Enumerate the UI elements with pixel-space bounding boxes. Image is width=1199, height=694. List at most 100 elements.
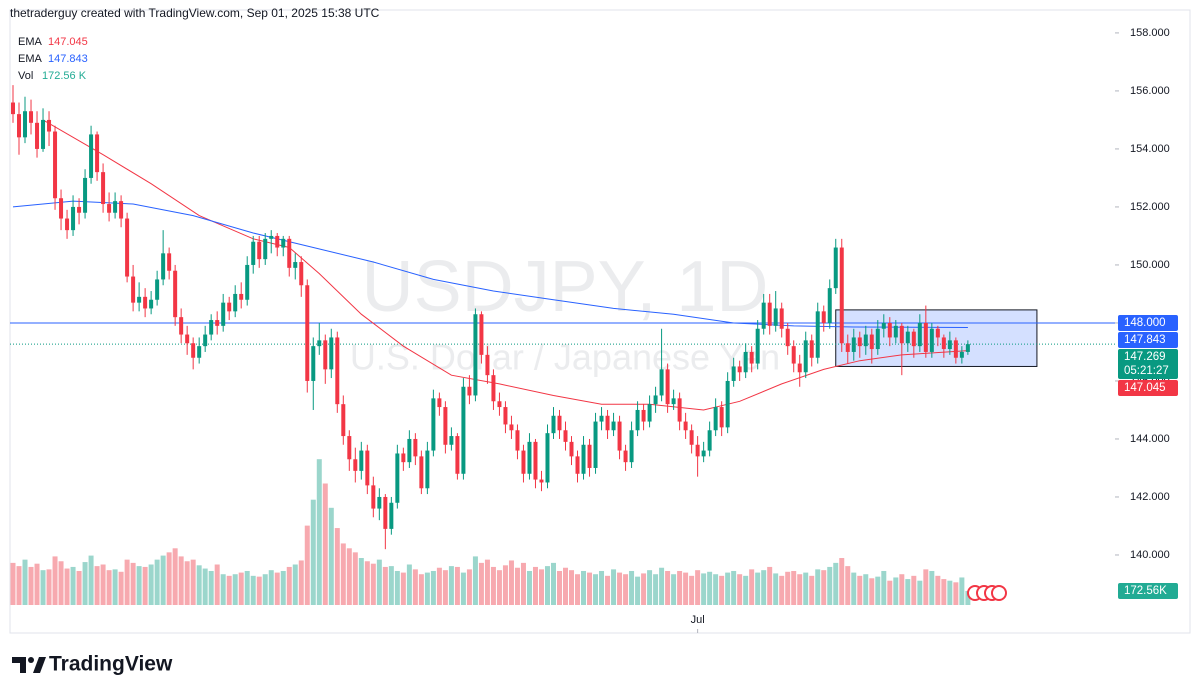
volume-bar — [286, 566, 292, 605]
candle-body — [341, 404, 346, 437]
candle-body — [59, 198, 64, 219]
volume-bar — [881, 570, 887, 605]
candle-body — [53, 131, 58, 199]
price-tag-label: 148.000 — [1124, 317, 1166, 329]
candle-body — [431, 398, 436, 451]
candle-body — [965, 344, 970, 352]
price-tag — [1118, 379, 1178, 396]
volume-bar — [725, 572, 731, 605]
volume-bar — [22, 559, 28, 605]
candle-body — [611, 421, 616, 431]
volume-bar — [941, 579, 947, 605]
candle-body — [395, 453, 400, 503]
candle-body — [209, 320, 214, 335]
volume-bar — [352, 552, 358, 605]
volume-bar — [34, 563, 40, 605]
candle-body — [515, 430, 520, 451]
candle-body — [497, 401, 502, 408]
candle-body — [911, 331, 916, 347]
volume-bar — [587, 572, 593, 605]
volume-bar — [16, 566, 22, 605]
volume-bar — [190, 559, 196, 605]
legend-value: 172.56 K — [42, 70, 87, 82]
candle-body — [383, 496, 388, 529]
candle-body — [737, 366, 742, 373]
y-tick-label: 142.000 — [1130, 491, 1170, 503]
candle-body — [185, 334, 190, 344]
volume-bar — [875, 576, 881, 605]
candle-body — [959, 351, 964, 358]
candle-body — [11, 102, 16, 115]
volume-bar — [358, 558, 364, 605]
volume-bar — [442, 570, 448, 605]
volume-bar — [220, 574, 226, 605]
price-tag-countdown: 05:21:27 — [1124, 365, 1169, 377]
candle-body — [227, 302, 232, 312]
volume-bar — [647, 570, 653, 605]
candle-body — [929, 328, 934, 352]
candle-body — [197, 346, 202, 358]
y-tick-label: 152.000 — [1130, 201, 1170, 213]
candle-body — [593, 421, 598, 468]
candle-body — [713, 407, 718, 431]
volume-bar — [262, 574, 268, 605]
candle-body — [119, 201, 124, 219]
volume-bar — [809, 575, 815, 605]
candle-body — [641, 409, 646, 422]
candle-body — [95, 134, 100, 173]
volume-bar — [430, 570, 436, 605]
volume-bar — [611, 569, 617, 605]
candle-body — [773, 308, 778, 326]
volume-bar — [827, 566, 833, 605]
candle-body — [479, 314, 484, 355]
candle-body — [179, 317, 184, 335]
candle-body — [101, 172, 106, 205]
candle-body — [47, 119, 52, 132]
volume-bar — [761, 570, 767, 605]
volume-bar — [845, 566, 851, 605]
candle-body — [89, 134, 94, 178]
volume-bar — [418, 574, 424, 605]
candle-body — [377, 496, 382, 509]
candle-body — [167, 253, 172, 271]
volume-bar — [917, 580, 923, 605]
candle-body — [419, 456, 424, 489]
candle-body — [917, 322, 922, 347]
candle-body — [311, 346, 316, 381]
candle-body — [653, 395, 658, 405]
volume-bar — [76, 570, 82, 605]
volume-bar — [70, 566, 76, 605]
volume-bar — [226, 575, 232, 605]
candle-body — [887, 322, 892, 338]
candle-body — [77, 206, 82, 213]
legend: EMA 147.045 EMA 147.843 Vol 172.56 K — [18, 36, 88, 82]
volume-bar — [346, 548, 352, 605]
volume-bar — [569, 570, 575, 605]
volume-bar — [508, 560, 514, 605]
candle-body — [557, 415, 562, 431]
candle-body — [107, 204, 112, 213]
candle-body — [449, 436, 454, 445]
candle-body — [329, 337, 334, 370]
volume-bar — [136, 566, 142, 605]
candle-body — [125, 218, 130, 277]
candle-body — [665, 369, 670, 405]
volume-bar — [593, 574, 599, 605]
volume-bar — [274, 572, 280, 605]
candle-body — [701, 450, 706, 457]
volume-bar — [815, 569, 821, 605]
volume-bar — [701, 573, 707, 605]
candle-body — [407, 438, 412, 463]
candle-body — [143, 296, 148, 309]
volume-bar — [599, 570, 605, 605]
candle-body — [371, 485, 376, 509]
candle-body — [353, 459, 358, 471]
volume-bar — [947, 580, 953, 605]
price-tag-label: 147.269 — [1124, 351, 1166, 363]
candle-body — [239, 293, 244, 300]
volume-bar — [544, 566, 550, 605]
logo-mark — [33, 657, 46, 673]
candle-body — [161, 253, 166, 280]
y-tick-label: 150.000 — [1130, 259, 1170, 271]
volume-bar — [466, 569, 472, 605]
